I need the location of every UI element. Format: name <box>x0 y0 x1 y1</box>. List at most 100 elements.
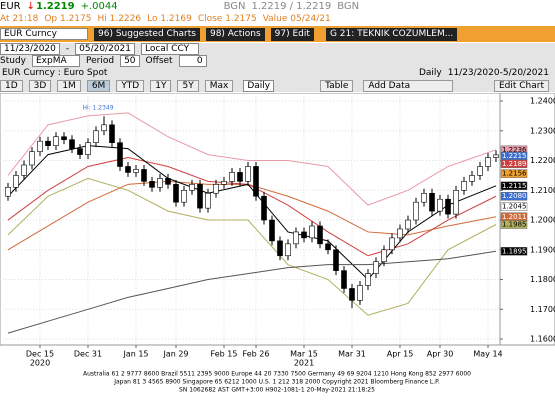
toolbar: EUR Curncy 96) Suggested Charts 98) Actio… <box>0 26 555 42</box>
candle-body <box>485 157 491 167</box>
candle-body <box>293 231 299 245</box>
price-tag-label: 1.2215 <box>502 152 527 160</box>
quote-detail: Value 05/24/21 <box>262 14 331 24</box>
period-button[interactable]: 3D <box>28 79 52 92</box>
candle-body <box>397 228 403 239</box>
price-tag-label: 1.2011 <box>502 213 527 221</box>
price-tag-label: 1.2156 <box>502 170 527 178</box>
candle-body <box>477 166 483 176</box>
candle-body <box>189 184 195 191</box>
candle-body <box>277 240 283 257</box>
candle-body <box>197 184 203 209</box>
period-button[interactable]: 1M <box>57 79 81 92</box>
source: BGN <box>337 1 360 12</box>
x-tick-label: Apr 15 <box>387 350 414 359</box>
candle-body <box>309 225 315 239</box>
candle-body <box>357 285 363 301</box>
toolbar-button[interactable]: 97) Edit <box>270 27 314 41</box>
bid-ask: 1.2219 / 1.2219 <box>251 1 332 12</box>
x-tick-label: Jan 29 <box>162 350 188 359</box>
price-tag <box>500 220 528 229</box>
x-tick-label: Jan 15 <box>122 350 148 359</box>
candle-body <box>109 124 115 143</box>
candle-body <box>493 154 499 158</box>
period-button[interactable]: 5Y <box>177 79 199 92</box>
candle-body <box>173 184 179 203</box>
price-tag <box>500 181 528 191</box>
period-button[interactable]: 1Y <box>150 79 172 92</box>
quote-detail: Op 1.2175 <box>44 14 92 24</box>
periodicity[interactable]: Daily <box>243 79 275 92</box>
study-row: Study ExpMA Period 50 Offset 0 <box>0 55 555 67</box>
candle-body <box>317 225 323 245</box>
price-tag <box>500 169 528 178</box>
study-label: Study <box>0 56 26 66</box>
x-tick-label: May 14 <box>473 350 502 359</box>
candle-body <box>389 237 395 251</box>
period-button[interactable]: 6M <box>86 79 111 92</box>
candle-body <box>429 192 435 212</box>
period-buttons: 1D 3D 1M 6M YTD 1Y 5Y Max Daily Table Add Data Edit… <box>0 79 555 92</box>
y-tick-label: 1.2200 <box>530 156 555 165</box>
price-tag <box>500 202 528 211</box>
x-tick-label: Feb 26 <box>243 350 270 359</box>
start-date[interactable]: 11/23/2020 <box>0 43 60 55</box>
details-row: At 21:18 Op 1.2175 Hi 1.2226 Lo 1.2169 Close… <box>0 13 555 25</box>
y-tick-label: 1.1800 <box>530 275 555 284</box>
period[interactable]: 50 <box>120 55 140 67</box>
candle-body <box>61 136 67 141</box>
y-tick-label: 1.1600 <box>530 335 555 344</box>
end-date[interactable]: 05/20/2021 <box>75 43 135 55</box>
candle-body <box>349 288 355 301</box>
y-tick-label: 1.2300 <box>530 126 555 135</box>
security-input[interactable]: EUR Curncy <box>0 28 88 40</box>
price-tag-label: 1.2080 <box>502 192 527 200</box>
price-tag <box>500 159 528 169</box>
candle-body <box>13 175 19 188</box>
ticker: EUR <box>0 1 21 12</box>
study-name[interactable]: ExpMA <box>32 55 80 67</box>
period-button[interactable]: Max <box>204 79 234 92</box>
candle-body <box>373 261 379 274</box>
candle-body <box>269 219 275 242</box>
toolbar-button[interactable]: 98) Actions <box>205 27 265 41</box>
frequency: Daily <box>418 68 442 78</box>
y-tick-label: 1.1700 <box>530 305 555 314</box>
period-button[interactable]: YTD <box>116 79 145 92</box>
candle-body <box>229 172 235 182</box>
y-tick-label: 1.1900 <box>530 245 555 254</box>
candle-body <box>381 249 387 262</box>
x-tick-label: Apr 30 <box>427 350 454 359</box>
footer-line: SN 1062682 AST GMT+3:00 H902-1081-1 20-M… <box>179 387 375 394</box>
candle-body <box>333 249 339 271</box>
chart-button[interactable]: Table <box>320 79 354 92</box>
chart-name[interactable]: G 21: TEKNIK COZUMLEM... <box>325 27 458 41</box>
chart-button[interactable]: Add Data <box>363 79 454 92</box>
candle-body <box>77 148 83 155</box>
candle-body <box>85 142 91 155</box>
down-arrow: ↓ <box>26 1 35 12</box>
candle-body <box>413 201 419 221</box>
candle-body <box>45 140 51 146</box>
candle-body <box>301 231 307 239</box>
candle-body <box>237 172 243 182</box>
quote-detail: Close 1.2175 <box>197 14 257 24</box>
candle-body <box>213 184 219 194</box>
currency[interactable]: Local CCY <box>141 43 199 55</box>
chart-button[interactable]: Edit Chart <box>493 79 549 92</box>
price-tag-label: 1.1895 <box>502 247 527 255</box>
quote-detail: Lo 1.2169 <box>147 14 192 24</box>
date-range: 11/23/2020-5/20/2021 <box>447 68 549 78</box>
offset[interactable]: 0 <box>178 55 207 67</box>
toolbar-button[interactable]: 96) Suggested Charts <box>94 27 200 41</box>
indicator-line <box>7 250 497 334</box>
period-button[interactable]: 1D <box>0 79 23 92</box>
candle-body <box>437 198 443 212</box>
quote-detail: At 21:18 <box>0 14 39 24</box>
indicator-line <box>7 112 497 206</box>
annotation: Hi: 1.2349 <box>82 105 113 112</box>
candle-body <box>221 181 227 185</box>
x-tick-label: Mar 15 <box>290 350 318 359</box>
candle-body <box>157 178 163 188</box>
